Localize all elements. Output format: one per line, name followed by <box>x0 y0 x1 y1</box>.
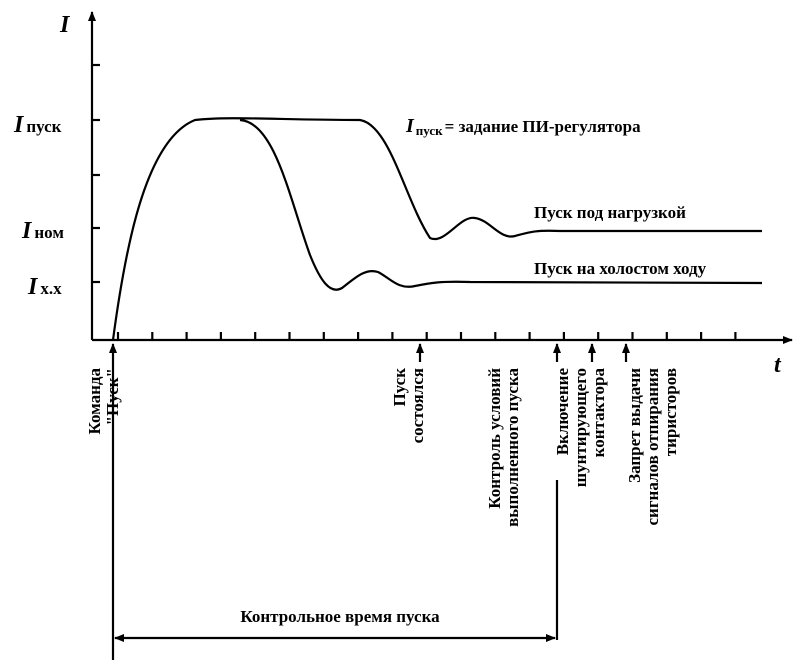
event-label: Запрет выдачи <box>625 368 644 483</box>
event-label: состоялся <box>408 368 427 443</box>
event-label: выполненного пуска <box>503 368 522 527</box>
event-label: сигналов отпирания <box>643 368 662 526</box>
x-axis-label: t <box>774 352 782 378</box>
x-ticks <box>116 332 737 340</box>
event-label: Включение <box>553 368 572 456</box>
curve-label: Пуск на холостом ходу <box>534 259 707 278</box>
event-arrows <box>109 343 630 660</box>
event-label: Команда <box>85 368 104 435</box>
event-label: тиристоров <box>661 368 680 456</box>
interval-label: Контрольное время пуска <box>240 607 440 626</box>
event-label: контактора <box>589 368 608 458</box>
curve-load <box>111 117 762 341</box>
event-label: Пуск <box>390 368 409 407</box>
curve-label: Пуск под нагрузкой <box>534 203 686 222</box>
event-labels: Команда "Пуск" Пуск состоялся Контроль услов… <box>85 368 680 527</box>
y-axis-label: I <box>59 12 71 38</box>
y-ticks <box>92 63 100 284</box>
event-label: Контроль условий <box>485 368 504 509</box>
event-label: "Пуск" <box>103 368 122 425</box>
curve-no-load <box>239 118 763 291</box>
event-label: шунтирующего <box>571 368 590 487</box>
